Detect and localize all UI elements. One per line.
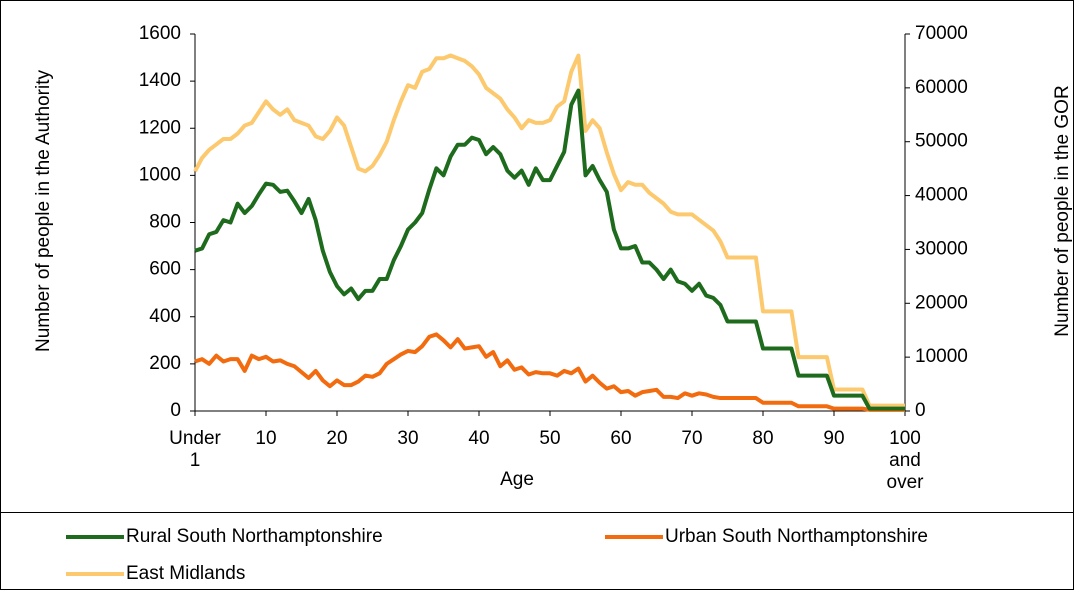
x-tick-label: 20 <box>326 428 348 449</box>
data-line <box>194 88 905 411</box>
y-tick-label: 1000 <box>139 164 181 185</box>
x-tick-label: 10 <box>255 428 277 449</box>
data-line <box>193 53 905 408</box>
y2-tick-label: 70000 <box>915 23 968 44</box>
y-tick-label: 1600 <box>139 23 181 44</box>
x-tick-label: 80 <box>752 428 774 449</box>
x-tick-label: 100 and over <box>886 428 924 493</box>
x-tick-label: 30 <box>397 428 419 449</box>
x-axis-title: Age <box>500 469 534 490</box>
y-tick-label: 600 <box>149 259 181 280</box>
y2-tick-label: 60000 <box>915 77 968 98</box>
data-line <box>194 332 905 412</box>
legend-label: Rural South Northamptonshire <box>126 526 383 547</box>
y-tick-label: 200 <box>149 353 181 374</box>
y-tick-label: 0 <box>170 400 181 421</box>
y2-tick-label: 40000 <box>915 185 968 206</box>
y2-tick-label: 30000 <box>915 238 968 259</box>
y-axis-title: Number of people in the Authority <box>33 70 54 353</box>
y2-tick-label: 0 <box>915 400 926 421</box>
legend-label: Urban South Northamptonshire <box>665 526 928 547</box>
x-tick-label: 70 <box>681 428 703 449</box>
x-tick-label: Under 1 <box>169 428 221 471</box>
x-tick-label: 40 <box>468 428 490 449</box>
y-tick-label: 400 <box>149 306 181 327</box>
legend-label: East Midlands <box>126 563 245 584</box>
x-tick-label: 90 <box>823 428 845 449</box>
y-tick-label: 800 <box>149 212 181 233</box>
y2-tick-label: 50000 <box>915 131 968 152</box>
y2-tick-label: 20000 <box>915 292 968 313</box>
x-tick-label: 50 <box>539 428 561 449</box>
y2-axis-title: Number of people in the GOR <box>1052 85 1073 337</box>
x-tick-label: 60 <box>610 428 632 449</box>
y-tick-label: 1200 <box>139 117 181 138</box>
y-tick-label: 1400 <box>139 70 181 91</box>
y2-tick-label: 10000 <box>915 346 968 367</box>
